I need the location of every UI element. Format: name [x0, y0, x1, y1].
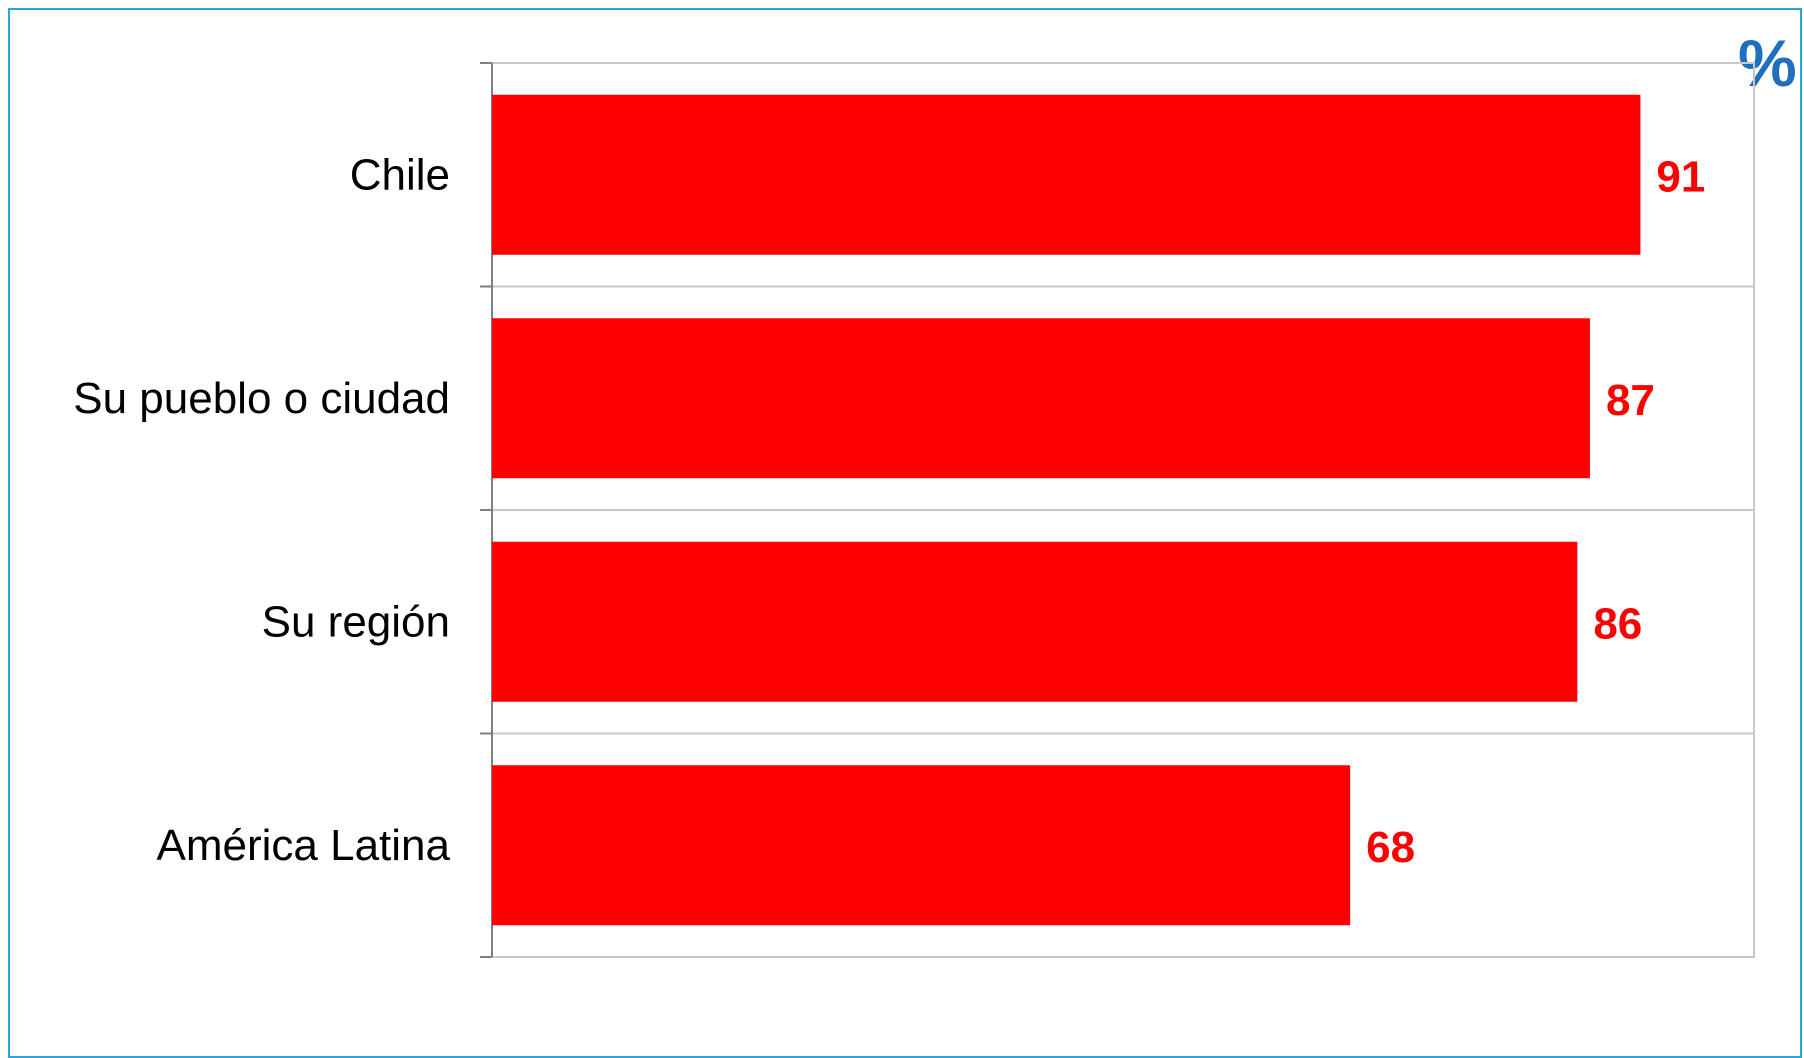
- bar-4: [492, 765, 1351, 926]
- category-label: América Latina: [157, 821, 451, 870]
- value-label: 91: [1656, 152, 1705, 201]
- bar-1: [492, 94, 1641, 255]
- bar-3: [492, 541, 1578, 702]
- category-label: Chile: [350, 150, 450, 199]
- value-label: 87: [1606, 376, 1655, 425]
- value-label: 86: [1593, 599, 1642, 648]
- bar-2: [492, 318, 1590, 479]
- value-label: 68: [1366, 823, 1415, 872]
- category-label: Su región: [262, 597, 450, 646]
- category-label: Su pueblo o ciudad: [73, 374, 450, 423]
